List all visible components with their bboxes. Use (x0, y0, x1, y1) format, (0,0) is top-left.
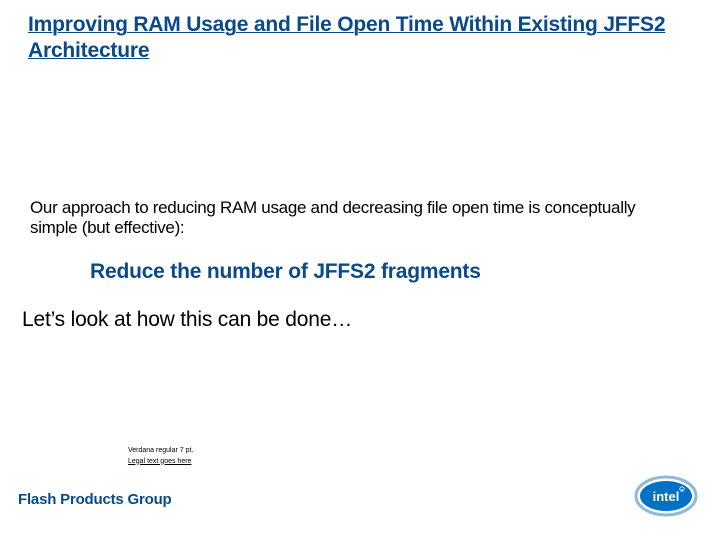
intel-logo-text: intel (653, 489, 680, 504)
slide: Improving RAM Usage and File Open Time W… (0, 0, 720, 540)
legal-line-1: Verdana regular 7 pt. (128, 446, 193, 457)
highlight-text: Reduce the number of JFFS2 fragments (90, 260, 680, 284)
intro-text: Our approach to reducing RAM usage and d… (30, 198, 684, 237)
legal-block: Verdana regular 7 pt. Legal text goes he… (128, 446, 193, 467)
legal-line-2: Legal text goes here (128, 457, 193, 468)
footer-group-label: Flash Products Group (18, 491, 172, 508)
lead-text: Let’s look at how this can be done… (22, 308, 680, 332)
slide-title: Improving RAM Usage and File Open Time W… (28, 12, 680, 65)
intel-logo-icon: intel R (634, 474, 698, 518)
